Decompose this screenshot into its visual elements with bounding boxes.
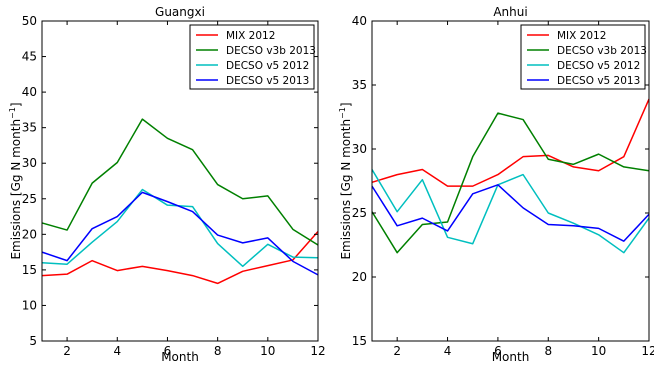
- legend-label: DECSO v5 2013: [226, 75, 309, 87]
- x-tick-label: 10: [591, 344, 606, 358]
- legend-label: DECSO v5 2012: [557, 60, 640, 72]
- legend-box: [189, 24, 315, 90]
- chart-panel-2: 2 4 6 8 10 12 15 20 25 30 35 40 Anhui Month Emissions …: [338, 5, 654, 364]
- y-tick-label: 20: [352, 270, 367, 284]
- legend: MIX 2012 DECSO v3b 2013 DECSO v5 2012 DECSO…: [189, 24, 316, 90]
- plot-frame: [371, 20, 650, 342]
- y-tick-label: 15: [352, 334, 367, 348]
- legend-label: DECSO v5 2013: [557, 75, 640, 87]
- x-tick-label: 10: [260, 344, 275, 358]
- y-tick-label: 30: [22, 156, 37, 170]
- x-tick-label: 6: [494, 344, 502, 358]
- y-axis-label-end: ]: [339, 102, 353, 107]
- series-line-decso-v3b-2013: [41, 118, 319, 246]
- legend-label: DECSO v3b 2013: [557, 45, 647, 57]
- x-tick-label: 4: [113, 344, 121, 358]
- x-tick-label: 2: [63, 344, 71, 358]
- y-tick-label: 50: [22, 14, 37, 28]
- chart-panel-1: 2 4 6 8 10 12 5 10 15 20 25 30 35 40 45 50 Guangxi Month E…: [8, 5, 326, 364]
- series-line-mix-2012: [41, 230, 319, 285]
- y-axis-label-text: Emissions [Gg N month: [9, 119, 23, 260]
- legend-label: MIX 2012: [557, 30, 606, 42]
- series-line-decso-v3b-2013: [371, 112, 650, 254]
- y-tick-label: 10: [22, 298, 37, 312]
- x-tick-label: 2: [393, 344, 401, 358]
- x-tick-label: 4: [444, 344, 452, 358]
- y-tick-label: 30: [352, 142, 367, 156]
- y-axis-label: Emissions [Gg N month−1]: [338, 102, 353, 259]
- x-tick-label: 8: [544, 344, 552, 358]
- series-line-decso-v5-2013: [41, 191, 319, 276]
- plot-frame: [41, 20, 319, 342]
- series-line-mix-2012: [371, 98, 650, 187]
- y-tick-label: 45: [22, 50, 37, 64]
- x-tick-label: 12: [310, 344, 325, 358]
- x-axis-label: Month: [492, 350, 530, 364]
- y-axis-label-end: ]: [9, 102, 23, 107]
- y-tick-label: 5: [29, 334, 37, 348]
- y-tick-label: 25: [22, 192, 37, 206]
- y-tick-label: 35: [22, 121, 37, 135]
- y-tick-label: 20: [22, 227, 37, 241]
- y-axis-label-exponent: −1: [8, 107, 17, 119]
- x-axis-label: Month: [161, 350, 199, 364]
- legend-label: DECSO v3b 2013: [226, 45, 316, 57]
- chart-title: Guangxi: [155, 5, 205, 19]
- y-tick-label: 15: [22, 263, 37, 277]
- legend-label: MIX 2012: [226, 30, 275, 42]
- legend-label: DECSO v5 2012: [226, 60, 309, 72]
- chart-title: Anhui: [493, 5, 527, 19]
- y-tick-label: 35: [352, 78, 367, 92]
- series-line-decso-v5-2012: [371, 169, 650, 254]
- x-tick-label: 8: [214, 344, 222, 358]
- y-axis-label-exponent: −1: [338, 107, 347, 119]
- x-tick-label: 6: [164, 344, 172, 358]
- y-axis-label-text: Emissions [Gg N month: [339, 119, 353, 260]
- series-line-decso-v5-2013: [371, 184, 650, 242]
- legend: MIX 2012 DECSO v3b 2013 DECSO v5 2012 DECSO…: [520, 24, 647, 90]
- x-tick-label: 12: [641, 344, 654, 358]
- y-tick-label: 25: [352, 206, 367, 220]
- y-axis-label: Emissions [Gg N month−1]: [8, 102, 23, 259]
- y-tick-label: 40: [22, 85, 37, 99]
- y-tick-label: 40: [352, 14, 367, 28]
